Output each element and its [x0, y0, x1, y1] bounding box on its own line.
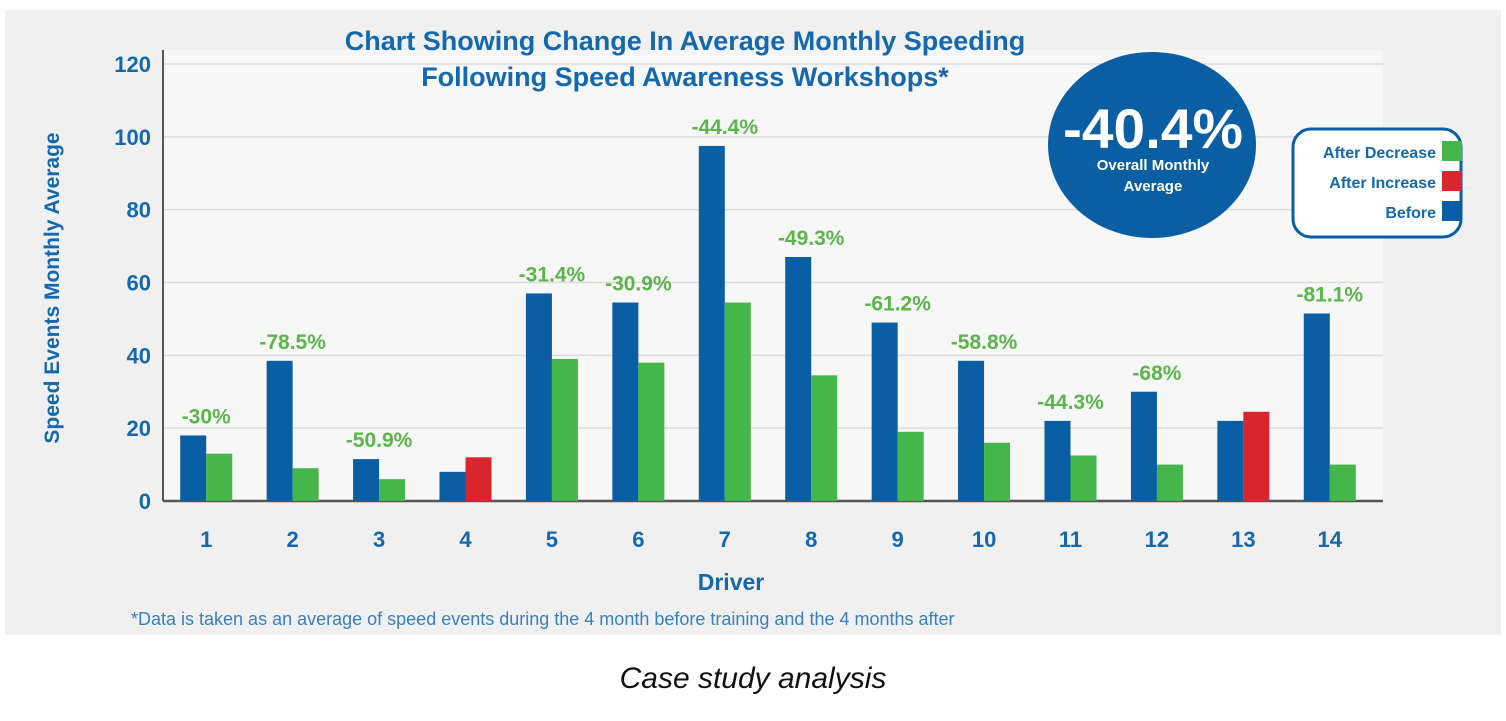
overall-average-label-line-2: Average [1124, 178, 1183, 195]
bar-after-driver-12 [1156, 464, 1183, 501]
y-axis-label: Speed Events Monthly Average [41, 132, 64, 443]
bar-before-driver-14 [1303, 313, 1330, 501]
change-label-driver-8: -49.3% [778, 227, 845, 250]
y-tick-label: 100 [114, 125, 151, 150]
legend-swatch [1442, 201, 1462, 221]
change-label-driver-10: -58.8% [951, 331, 1018, 354]
bar-after-driver-3 [379, 479, 406, 501]
x-tick-label: 2 [287, 527, 299, 552]
chart-title-line-2: Following Speed Awareness Workshops* [421, 62, 949, 92]
x-tick-label: 6 [632, 527, 644, 552]
bar-before-driver-7 [698, 145, 725, 501]
change-label-driver-7: -44.4% [692, 116, 759, 139]
y-tick-label: 60 [127, 271, 151, 296]
bar-before-driver-12 [1130, 391, 1157, 501]
legend-label: Before [1385, 205, 1436, 222]
bar-before-driver-5 [525, 293, 552, 501]
x-tick-label: 4 [459, 527, 472, 552]
bar-after-driver-14 [1329, 464, 1356, 501]
chart-title-line-1: Chart Showing Change In Average Monthly … [345, 26, 1026, 56]
change-label-driver-1: -30% [182, 405, 231, 428]
x-tick-label: 5 [546, 527, 558, 552]
y-tick-label: 20 [127, 416, 151, 441]
chart-figure: 0 20 40 60 80 100 120 1 -30% 2 -78.5% 3 -50.9% 4 5 -31.… [5, 10, 1501, 635]
bar-before-driver-4 [439, 471, 466, 501]
overall-average-badge [1048, 52, 1256, 238]
bar-after-driver-9 [897, 431, 924, 501]
change-label-driver-6: -30.9% [605, 273, 672, 296]
bar-after-driver-11 [1070, 455, 1097, 501]
x-tick-label: 9 [892, 527, 904, 552]
bar-after-driver-4 [465, 457, 492, 501]
bar-after-driver-6 [638, 362, 665, 501]
overall-average-label-line-1: Overall Monthly [1097, 157, 1210, 174]
x-tick-label: 12 [1145, 527, 1169, 552]
bar-after-driver-7 [724, 302, 751, 501]
overall-average-value: -40.4% [1063, 97, 1243, 160]
bar-after-driver-5 [551, 358, 578, 501]
bar-before-driver-8 [785, 257, 812, 501]
x-tick-label: 7 [719, 527, 731, 552]
bar-before-driver-1 [180, 435, 207, 501]
bar-after-driver-1 [206, 453, 233, 501]
bar-after-driver-8 [811, 375, 838, 501]
x-tick-label: 14 [1318, 527, 1343, 552]
change-label-driver-5: -31.4% [519, 263, 586, 286]
legend-swatch [1442, 171, 1462, 191]
bar-after-driver-2 [292, 468, 319, 501]
y-tick-label: 0 [139, 489, 151, 514]
change-label-driver-12: -68% [1132, 362, 1181, 385]
bar-before-driver-10 [958, 360, 985, 501]
bar-before-driver-2 [266, 360, 293, 501]
bar-before-driver-9 [871, 322, 898, 501]
x-tick-label: 13 [1231, 527, 1255, 552]
y-tick-label: 120 [114, 52, 151, 77]
figure-caption: Case study analysis [619, 662, 887, 695]
x-tick-label: 1 [200, 527, 212, 552]
x-tick-label: 11 [1059, 527, 1082, 552]
bar-after-driver-10 [984, 442, 1011, 501]
footnote: *Data is taken as an average of speed ev… [131, 609, 955, 629]
bar-after-driver-13 [1243, 411, 1270, 501]
y-tick-label: 40 [127, 343, 151, 368]
y-tick-label: 80 [127, 198, 151, 223]
x-axis-label: Driver [698, 569, 765, 595]
x-tick-label: 8 [805, 527, 817, 552]
legend-label: After Increase [1329, 175, 1436, 192]
bar-before-driver-11 [1044, 420, 1071, 501]
x-tick-label: 10 [972, 527, 996, 552]
change-label-driver-11: -44.3% [1037, 391, 1104, 414]
change-label-driver-2: -78.5% [259, 331, 326, 354]
legend-swatch [1442, 141, 1462, 161]
bar-before-driver-13 [1217, 420, 1244, 501]
bar-chart: 0 20 40 60 80 100 120 1 -30% 2 -78.5% 3 -50.9% 4 5 -31.… [41, 26, 1463, 629]
change-label-driver-3: -50.9% [346, 429, 413, 452]
legend-label: After Decrease [1323, 145, 1436, 162]
x-tick-label: 3 [373, 527, 385, 552]
bar-before-driver-6 [612, 302, 639, 501]
change-label-driver-14: -81.1% [1297, 283, 1364, 306]
bar-before-driver-3 [353, 459, 380, 501]
change-label-driver-9: -61.2% [864, 293, 931, 316]
